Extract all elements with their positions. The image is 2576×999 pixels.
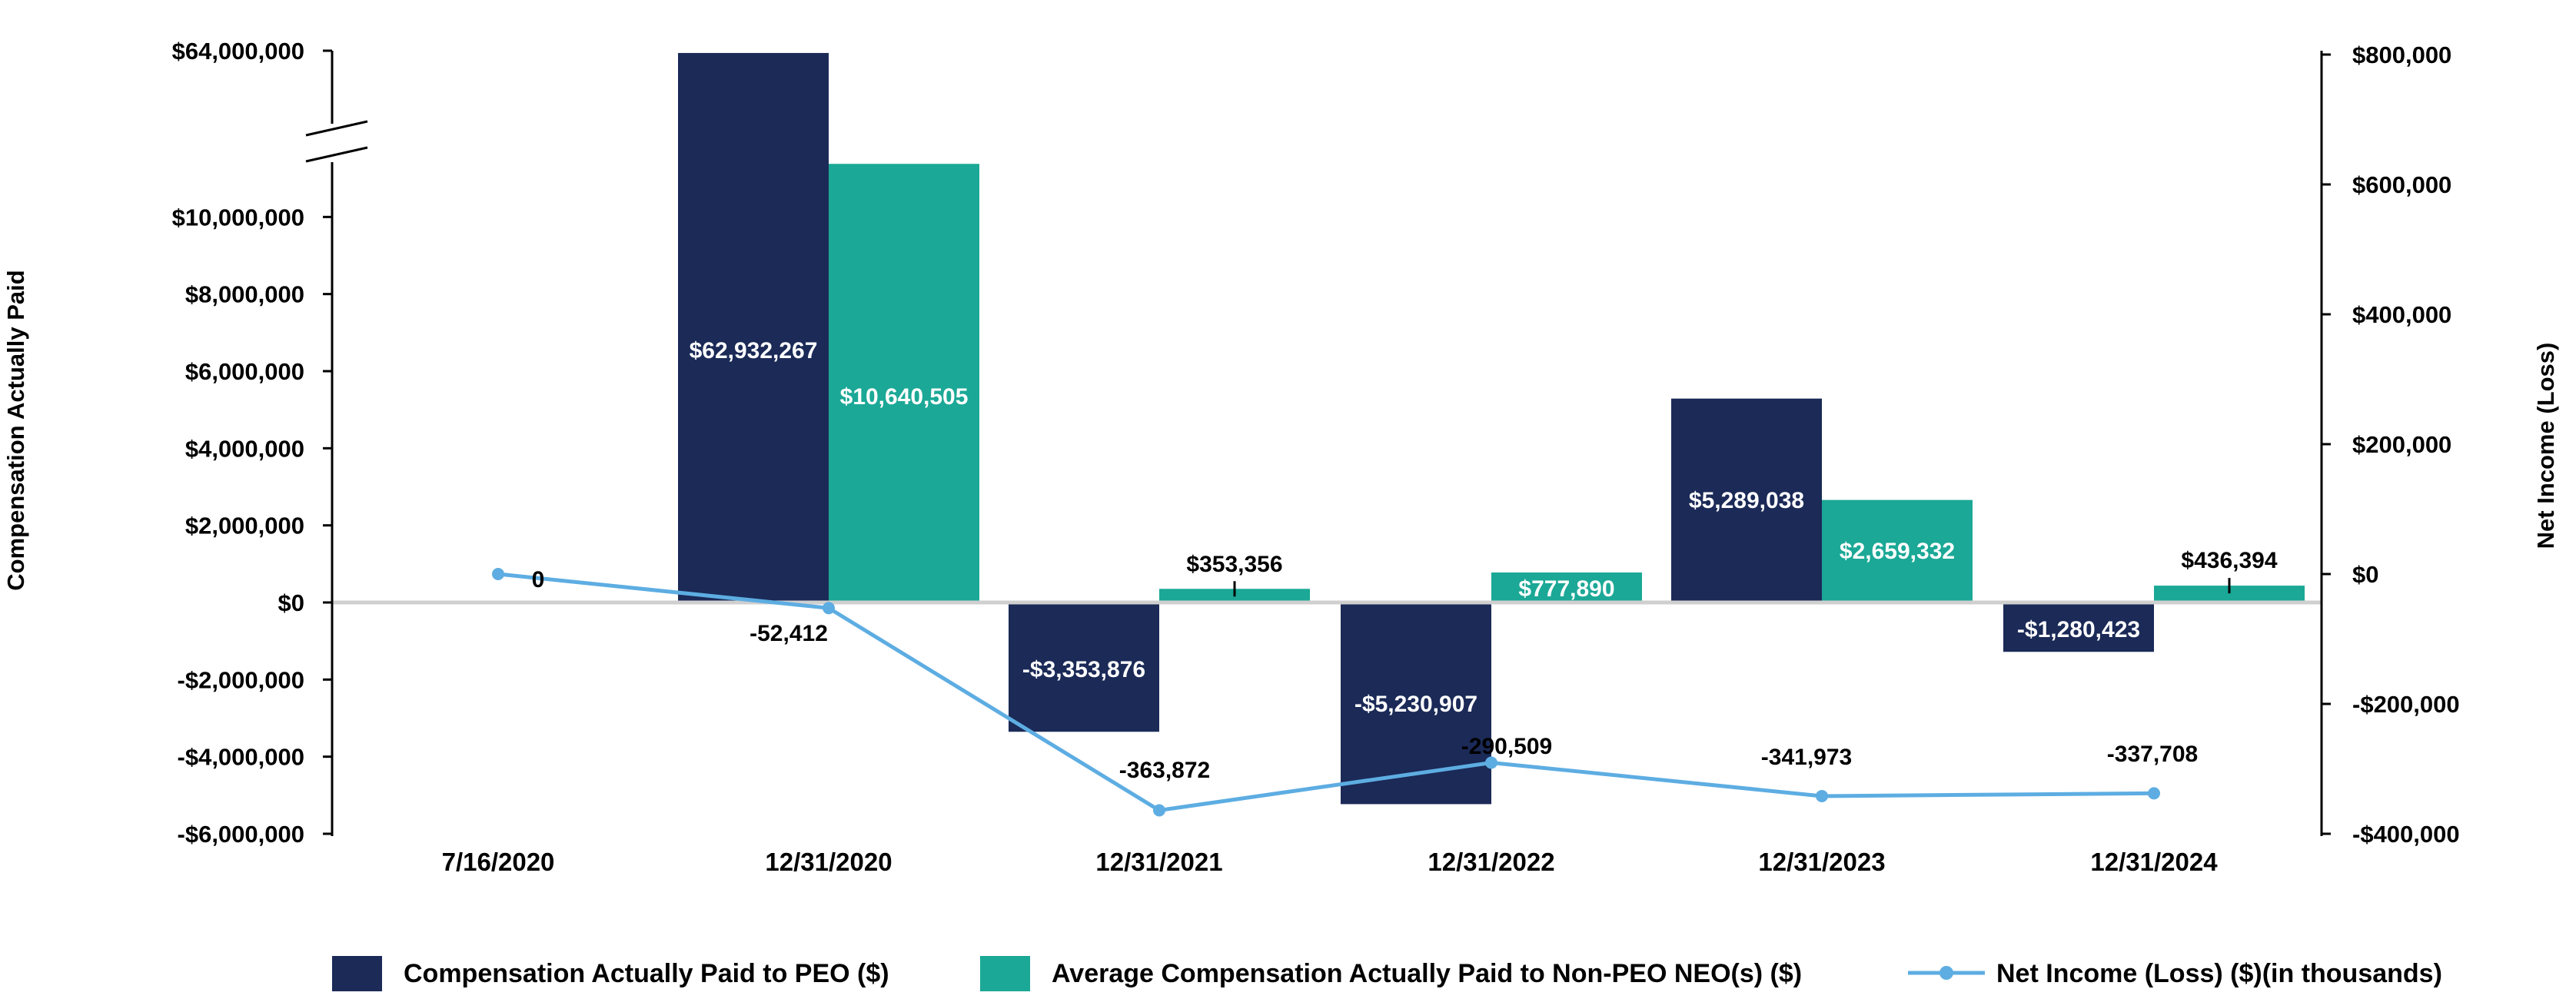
right-tick-label: -$400,000 <box>2352 821 2460 848</box>
non-peo-bar-label: $2,659,332 <box>1840 539 1955 564</box>
line-layer <box>492 568 2160 817</box>
left-tick-label: $0 <box>278 589 304 616</box>
legend-marker-net-income <box>1939 966 1953 980</box>
net-income-point-4 <box>1816 789 1828 802</box>
net-income-line <box>497 572 2155 813</box>
net-income-point-3 <box>1485 756 1497 769</box>
non-peo-bar-label: $353,356 <box>1186 552 1282 577</box>
left-tick-label: $4,000,000 <box>185 435 304 462</box>
right-tick-label: $800,000 <box>2352 41 2451 68</box>
net-income-point-5 <box>2148 787 2160 800</box>
net-income-label: -341,973 <box>1761 745 1852 770</box>
peo-bar-1 <box>678 52 829 602</box>
peo-bar-4 <box>1671 398 1822 602</box>
left-tick-label: $6,000,000 <box>185 358 304 385</box>
peo-bar-label: $5,289,038 <box>1689 488 1804 513</box>
legend-label-non-peo: Average Compensation Actually Paid to No… <box>1052 959 1802 988</box>
axis-break-mark-lower <box>305 146 368 163</box>
right-tick-label: $400,000 <box>2352 301 2451 328</box>
legend-label-net-income: Net Income (Loss) ($)(in thousands) <box>1996 959 2442 988</box>
left-tick-label-break-top: $64,000,000 <box>172 38 304 65</box>
peo-bar-label: -$5,230,907 <box>1354 692 1477 717</box>
net-income-point-1 <box>823 602 835 615</box>
net-income-label: -52,412 <box>750 621 828 646</box>
right-tick-label: $200,000 <box>2352 431 2451 458</box>
x-tick-label: 12/31/2022 <box>1428 848 1554 876</box>
legend: Compensation Actually Paid to PEO ($) Ave… <box>332 956 2442 991</box>
non-peo-bar-3 <box>1491 572 1642 602</box>
left-tick-label: $2,000,000 <box>185 513 304 539</box>
left-tick-label: -$6,000,000 <box>178 821 304 848</box>
non-peo-bar-label: $436,394 <box>2181 548 2277 573</box>
non-peo-bar-4 <box>1822 500 1973 602</box>
non-peo-bar-label: $10,640,505 <box>840 384 969 410</box>
net-income-label: -363,872 <box>1119 758 1210 783</box>
net-income-point-2 <box>1153 804 1165 817</box>
labels-layer: $62,932,267 $10,640,505 -$3,353,876 $353,35… <box>532 338 2278 783</box>
left-axis-title: Compensation Actually Paid <box>2 270 29 590</box>
peo-bar-3 <box>1341 602 1491 805</box>
left-tick-label: -$4,000,000 <box>178 744 304 771</box>
left-tick-label: $8,000,000 <box>185 281 304 308</box>
non-peo-bar-1 <box>829 164 979 603</box>
x-tick-label: 12/31/2023 <box>1758 848 1885 876</box>
left-tick-label: -$2,000,000 <box>178 666 304 693</box>
right-tick-label: $0 <box>2352 561 2378 588</box>
right-tick-label: -$200,000 <box>2352 691 2460 718</box>
axis-break-mark-upper <box>305 120 368 137</box>
left-tick-label: $10,000,000 <box>172 204 304 231</box>
peo-bar-label: -$3,353,876 <box>1022 657 1145 682</box>
net-income-point-0 <box>492 568 504 580</box>
non-peo-bar-label: $777,890 <box>1518 576 1614 602</box>
axes-layer: $64,000,000 -$6,000,000 -$4,000,000 -$2,000… <box>2 38 2559 876</box>
legend-label-peo: Compensation Actually Paid to PEO ($) <box>404 959 889 988</box>
x-tick-label: 12/31/2024 <box>2090 848 2218 876</box>
non-peo-bar-5 <box>2154 586 2305 602</box>
x-tick-label: 12/31/2021 <box>1095 848 1222 876</box>
peo-bar-5 <box>2003 602 2154 652</box>
net-income-label: -337,708 <box>2107 742 2198 767</box>
net-income-label: 0 <box>532 567 545 592</box>
x-tick-label: 7/16/2020 <box>442 848 555 876</box>
bars-layer <box>678 52 2305 805</box>
peo-bar-label: -$1,280,423 <box>2017 617 2140 642</box>
net-income-label: -290,509 <box>1461 734 1552 759</box>
right-axis-title: Net Income (Loss) <box>2532 343 2559 549</box>
x-tick-label: 12/31/2020 <box>765 848 892 876</box>
legend-swatch-peo <box>332 956 382 991</box>
right-tick-label: $600,000 <box>2352 171 2451 198</box>
peo-bar-label: $62,932,267 <box>690 338 818 363</box>
peo-bar-2 <box>1009 602 1159 732</box>
legend-swatch-non-peo <box>980 956 1030 991</box>
